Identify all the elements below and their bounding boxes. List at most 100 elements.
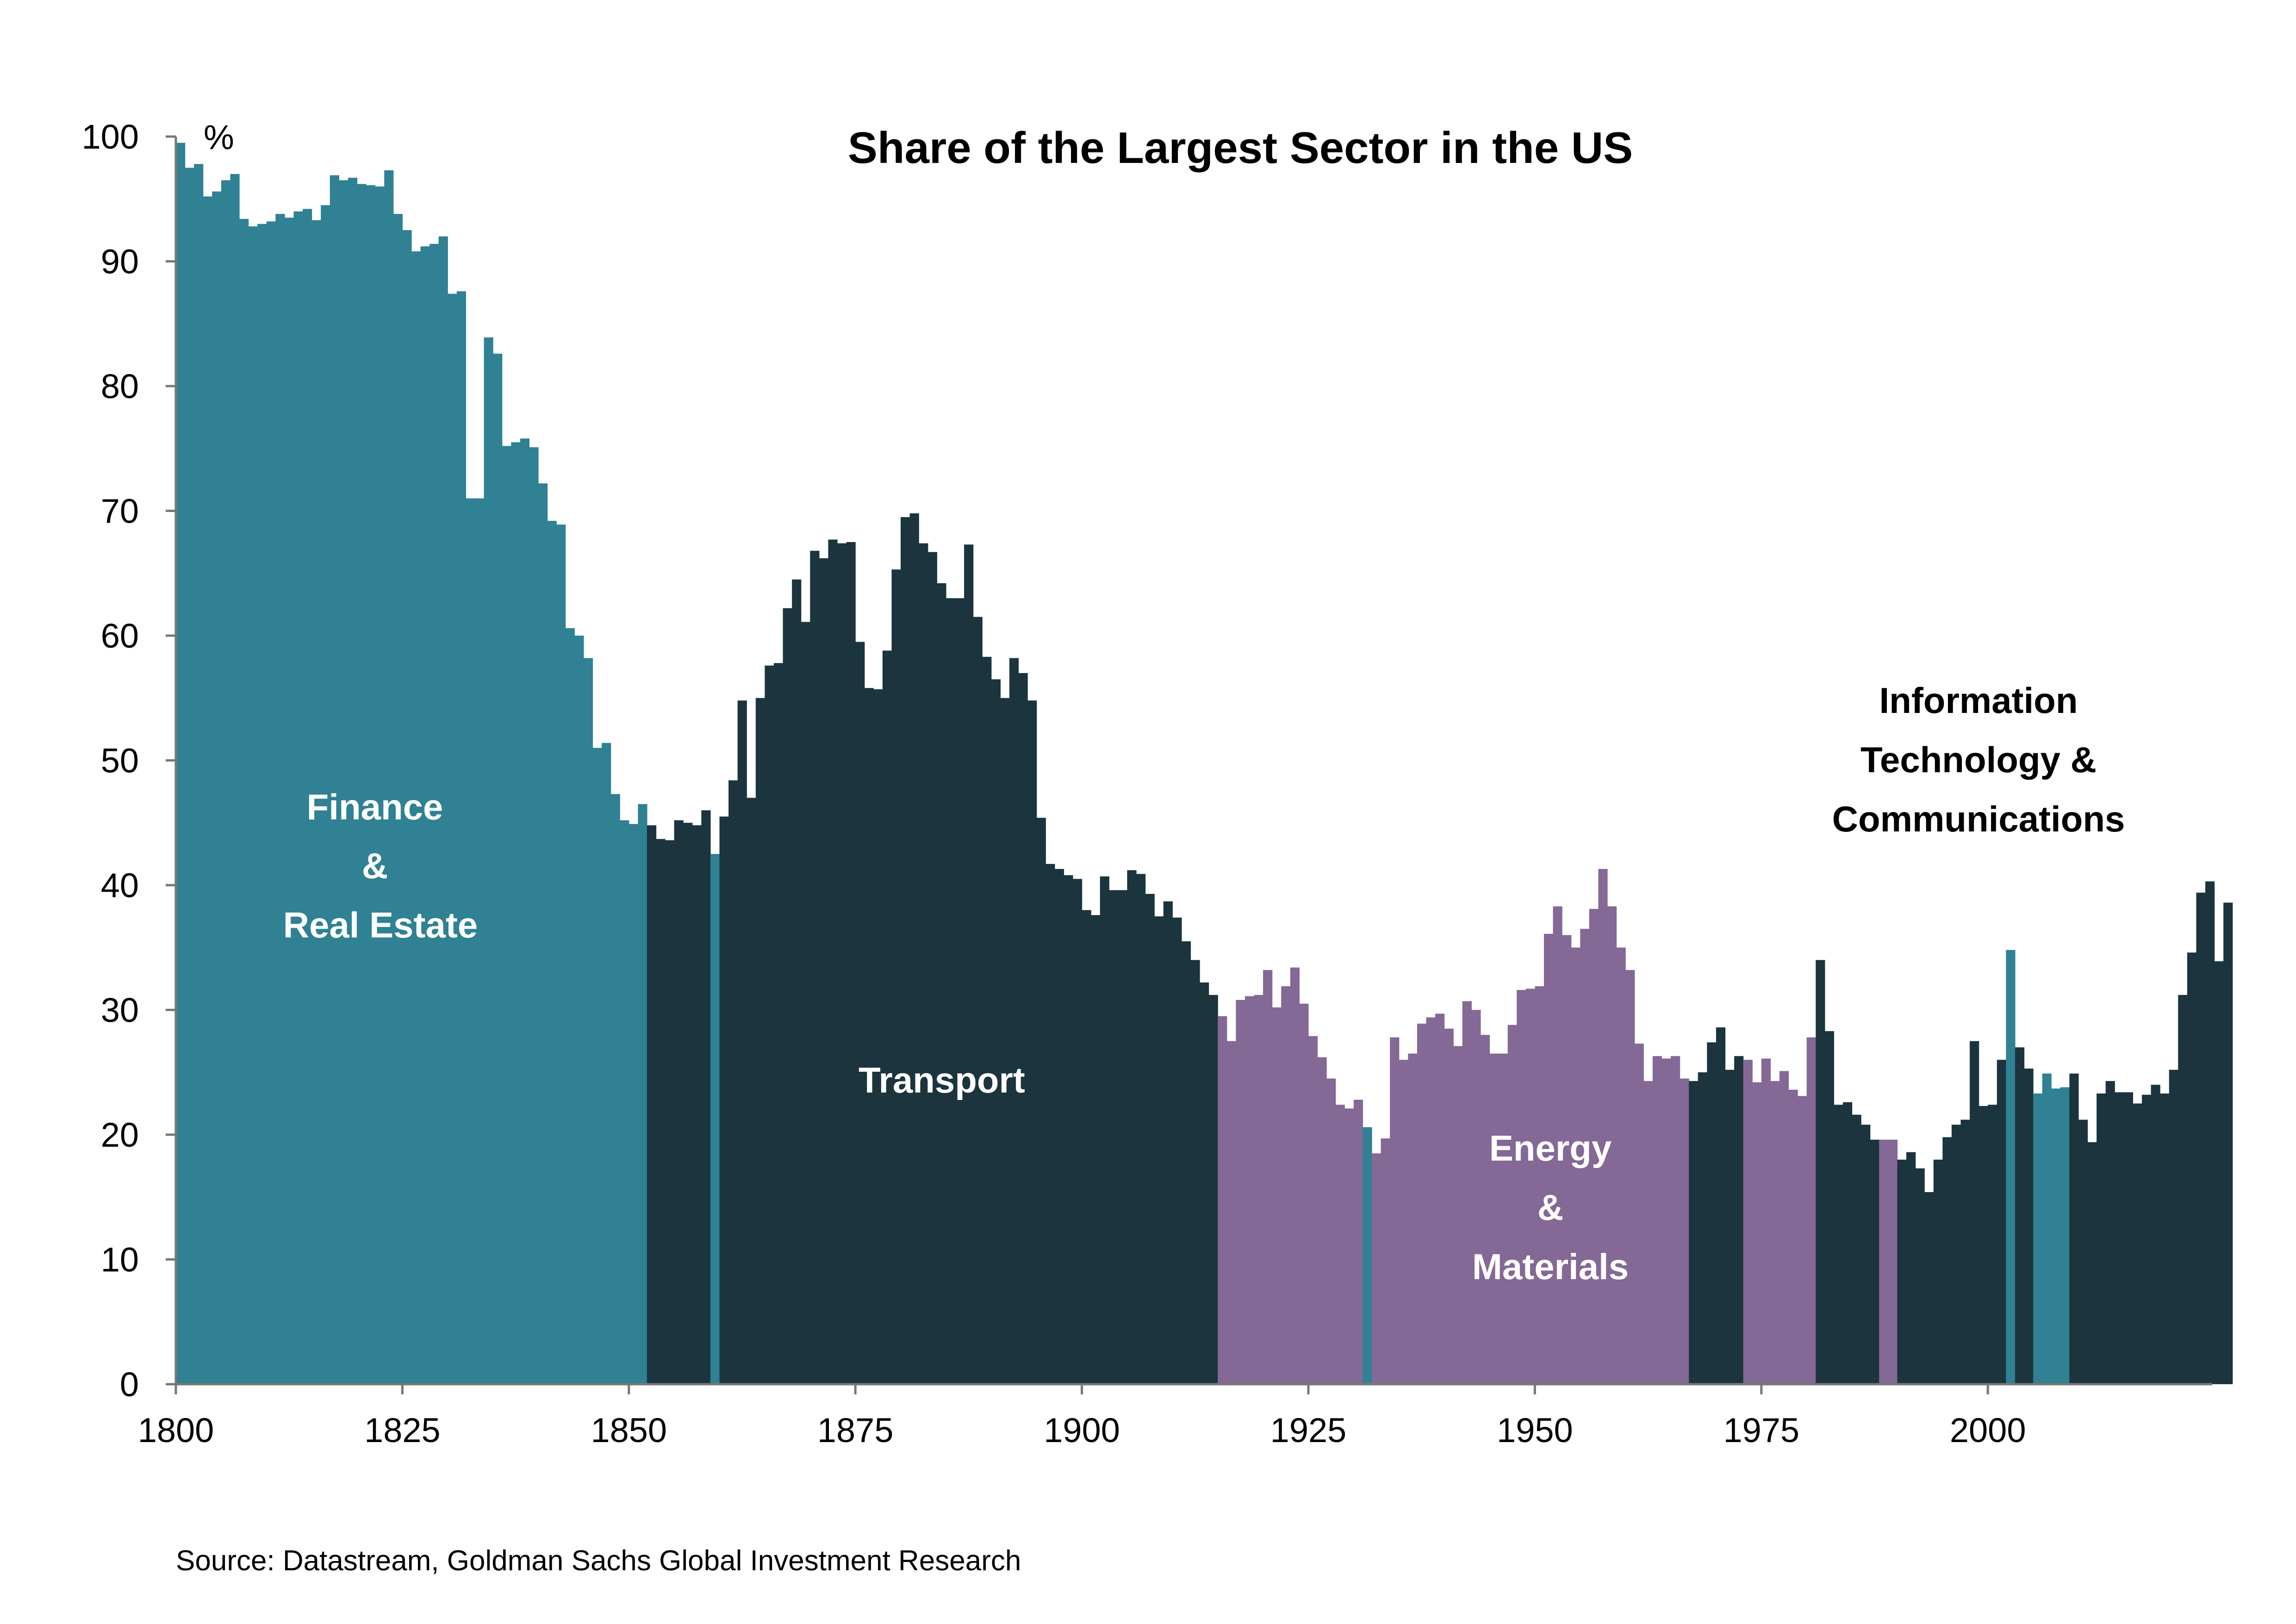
bar-2023: [2196, 893, 2206, 1384]
bar-1983: [1834, 1105, 1843, 1384]
bar-2013: [2105, 1081, 2115, 1384]
bar-1881: [909, 513, 919, 1384]
bar-1910: [1172, 918, 1182, 1384]
bar-1840: [538, 483, 548, 1384]
bar-1928: [1335, 1105, 1345, 1384]
bar-1818: [339, 180, 348, 1384]
bar-1915: [1218, 1016, 1227, 1384]
bar-1815: [311, 220, 321, 1384]
bar-1836: [502, 446, 511, 1384]
bar-1979: [1798, 1096, 1807, 1384]
bar-1875: [855, 642, 865, 1384]
bar-1850: [628, 824, 638, 1384]
bar-1810: [266, 221, 276, 1384]
x-tick-label-2000: 2000: [1950, 1411, 2026, 1449]
bar-1923: [1290, 967, 1300, 1384]
bar-1972: [1734, 1056, 1744, 1384]
bar-1909: [1163, 901, 1173, 1384]
bar-1969: [1707, 1042, 1717, 1384]
bar-1951: [1543, 934, 1554, 1384]
y-tick-label-30: 30: [101, 991, 139, 1030]
label-transport-line-1: Transport: [859, 1060, 1025, 1100]
bar-2009: [2069, 1073, 2079, 1384]
bar-2006: [2042, 1073, 2052, 1384]
y-tick-label-80: 80: [101, 367, 139, 406]
bar-1989: [1888, 1139, 1898, 1384]
bar-1863: [747, 798, 756, 1384]
bar-1879: [891, 569, 901, 1384]
bar-1801: [185, 168, 194, 1385]
bar-1821: [366, 185, 376, 1385]
bar-1958: [1607, 906, 1617, 1384]
bar-1965: [1671, 1056, 1680, 1384]
bar-1904: [1118, 890, 1128, 1384]
bar-1956: [1589, 909, 1599, 1384]
bar-1959: [1616, 947, 1626, 1384]
bar-1802: [194, 164, 204, 1384]
bar-1819: [348, 177, 358, 1385]
bar-1963: [1652, 1056, 1662, 1384]
bar-1903: [1109, 890, 1119, 1384]
bar-1995: [1942, 1137, 1952, 1384]
bars-layer: [176, 143, 2233, 1385]
bar-1966: [1680, 1078, 1689, 1384]
bar-1844: [574, 636, 584, 1384]
bar-1847: [602, 743, 611, 1384]
bar-1872: [828, 539, 838, 1384]
bar-1898: [1064, 875, 1073, 1384]
bar-1856: [683, 823, 693, 1384]
bar-1883: [927, 552, 937, 1384]
label-energy-line-1: Energy: [1489, 1128, 1612, 1168]
label-transport: Transport: [859, 1060, 1025, 1100]
y-axis-ticks: 0 10 20 30 40 50 60 70 80 90 100: [82, 118, 176, 1404]
bar-1876: [864, 688, 874, 1384]
bar-1978: [1788, 1089, 1798, 1384]
bar-2003: [2015, 1047, 2025, 1384]
y-tick-label-100: 100: [82, 118, 139, 156]
bar-1892: [1009, 658, 1019, 1384]
bar-1868: [792, 579, 802, 1384]
bar-2011: [2087, 1142, 2097, 1384]
bar-1929: [1344, 1108, 1354, 1384]
label-tech: Information Technology & Communications: [1832, 680, 2125, 839]
bar-1916: [1226, 1041, 1236, 1385]
bar-1832: [466, 498, 475, 1384]
bar-1858: [701, 810, 711, 1384]
bar-2012: [2097, 1093, 2106, 1384]
bar-1971: [1725, 1069, 1735, 1384]
bar-1900: [1082, 910, 1091, 1384]
bar-1887: [964, 544, 974, 1384]
bar-1962: [1643, 1081, 1653, 1384]
bar-1902: [1100, 876, 1109, 1384]
x-tick-label-1800: 1800: [138, 1411, 214, 1449]
bar-1800: [176, 143, 186, 1385]
bar-1859: [710, 854, 720, 1385]
bar-1805: [221, 180, 231, 1384]
bar-1861: [728, 780, 738, 1384]
bar-1908: [1154, 916, 1164, 1385]
bar-1999: [1979, 1106, 1988, 1384]
bar-1975: [1761, 1058, 1771, 1384]
y-tick-label-90: 90: [101, 243, 139, 281]
bar-1906: [1136, 874, 1146, 1384]
label-finance: Finance & Real Estate: [283, 787, 478, 945]
bar-1936: [1408, 1053, 1418, 1384]
bar-1986: [1861, 1124, 1871, 1384]
bar-1897: [1054, 868, 1064, 1384]
label-tech-line-1: Information: [1879, 680, 2078, 721]
bar-2020: [2169, 1069, 2178, 1384]
y-tick-label-40: 40: [101, 866, 139, 905]
bar-1812: [284, 218, 294, 1385]
bar-1851: [638, 804, 647, 1384]
bar-1862: [737, 700, 747, 1384]
bar-1941: [1453, 1046, 1463, 1384]
bar-1994: [1933, 1159, 1943, 1384]
bar-1930: [1353, 1099, 1363, 1384]
bar-1878: [882, 650, 892, 1384]
bar-1854: [665, 840, 675, 1384]
bar-1953: [1562, 935, 1572, 1384]
bar-1917: [1236, 999, 1245, 1384]
bar-1987: [1870, 1139, 1879, 1384]
bar-1857: [692, 825, 702, 1384]
bar-1888: [973, 617, 983, 1384]
